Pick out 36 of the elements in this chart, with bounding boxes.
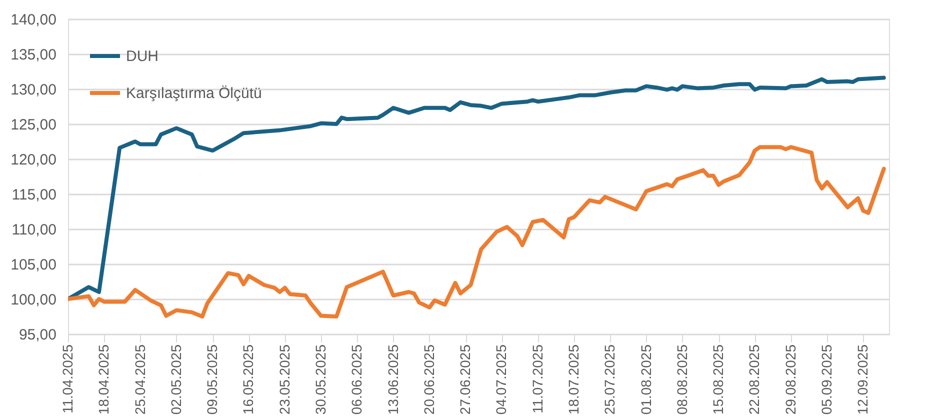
x-tick-label: 27.06.2025	[457, 344, 474, 415]
x-tick-label: 08.08.2025	[674, 344, 690, 415]
y-tick-label: 100,00	[10, 292, 56, 308]
y-tick-label: 110,00	[12, 222, 56, 238]
x-tick-label: 05.09.2025	[818, 344, 835, 415]
x-tick-label: 12.09.2025	[854, 344, 871, 415]
x-tick-label: 04.07.2025	[493, 344, 510, 415]
y-tick-label: 120,00	[10, 152, 56, 168]
x-tick-label: 23.05.2025	[276, 344, 292, 415]
x-tick-label: 22.08.2025	[746, 344, 762, 415]
x-tick-label: 25.07.2025	[602, 344, 618, 415]
x-tick-label: 13.06.2025	[384, 344, 401, 415]
x-tick-label: 11.04.2025	[60, 344, 76, 414]
x-tick-label: 25.04.2025	[132, 344, 148, 415]
x-tick-label: 06.06.2025	[348, 344, 365, 415]
legend-label: Karşılaştırma Ölçütü	[126, 85, 262, 102]
x-tick-label: 01.08.2025	[638, 344, 654, 415]
x-tick-label: 18.07.2025	[566, 344, 582, 415]
x-tick-label: 18.04.2025	[96, 344, 112, 415]
y-tick-label: 95,00	[18, 326, 56, 344]
y-tick-label: 140,00	[10, 12, 56, 28]
x-tick-label: 15.08.2025	[710, 344, 726, 415]
x-tick-label: 11.07.2025	[529, 344, 546, 414]
x-tick-label: 02.05.2025	[168, 344, 184, 415]
legend-label: DUH	[126, 48, 158, 65]
y-tick-label: 105,00	[10, 256, 56, 274]
y-tick-label: 125,00	[10, 116, 56, 134]
line-series	[68, 145, 886, 318]
x-tick-label: 30.05.2025	[312, 344, 329, 415]
x-tick-label: 20.06.2025	[420, 344, 437, 415]
x-tick-label: 09.05.2025	[204, 344, 220, 415]
y-tick-label: 135,00	[10, 46, 56, 64]
x-tick-label: 29.08.2025	[782, 344, 798, 415]
y-tick-label: 130,00	[10, 82, 56, 98]
y-tick-label: 115,00	[12, 186, 56, 204]
x-tick-label: 16.05.2025	[240, 344, 256, 415]
